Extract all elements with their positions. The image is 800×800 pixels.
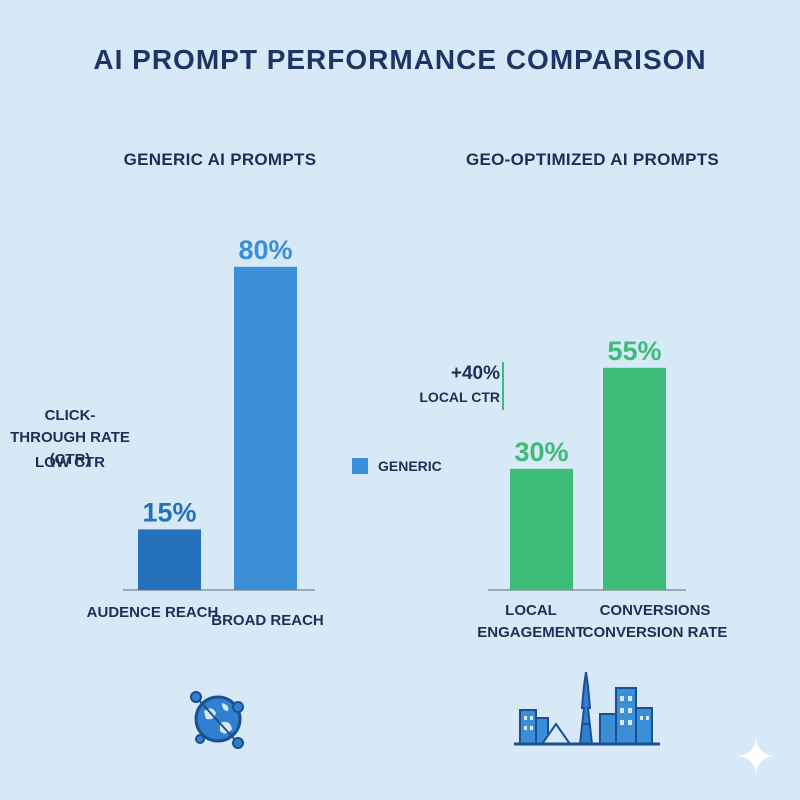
legend-swatch-generic: [352, 458, 368, 474]
geo-bar-value-label-2: 55%: [607, 336, 661, 366]
generic-bar-1: [138, 529, 201, 590]
uplift-value: +40%: [450, 363, 500, 384]
uplift-annotation: +40% LOCAL CTR: [405, 362, 500, 408]
legend: GENERIC: [352, 458, 442, 474]
low-ctr-label: LOW CTR: [35, 454, 105, 471]
category-label-conversions: CONVERSIONS CONVERSION RATE: [582, 602, 728, 641]
category-label-local-engagement: LOCAL ENGAGEMENT: [477, 602, 585, 641]
category-label-audience-reach: AUDENCE REACH: [86, 604, 219, 621]
globe-network-icon: [190, 691, 244, 749]
geo-bar-1: [510, 468, 573, 590]
geo-bar-2: [603, 367, 666, 590]
ctr-axis-label: CLICK-THROUGH RATE (CTR): [10, 407, 130, 468]
legend-label-generic: GENERIC: [378, 458, 442, 474]
geo-bar-value-label-1: 30%: [514, 437, 568, 467]
category-label-broad-reach: BROAD REACH: [211, 612, 324, 629]
geo-panel-title: GEO-OPTIMIZED AI PROMPTS: [465, 150, 720, 169]
generic-bar-value-label-1: 15%: [142, 497, 196, 527]
city-skyline-icon: [514, 671, 660, 746]
generic-bar-value-label-2: 80%: [238, 235, 292, 265]
sparkle-icon: [738, 738, 774, 774]
page-title: AI PROMPT PERFORMANCE COMPARISON: [93, 44, 707, 75]
uplift-label: LOCAL CTR: [419, 389, 500, 405]
generic-panel-title: GENERIC AI PROMPTS: [123, 150, 317, 169]
generic-bar-2: [234, 266, 297, 590]
